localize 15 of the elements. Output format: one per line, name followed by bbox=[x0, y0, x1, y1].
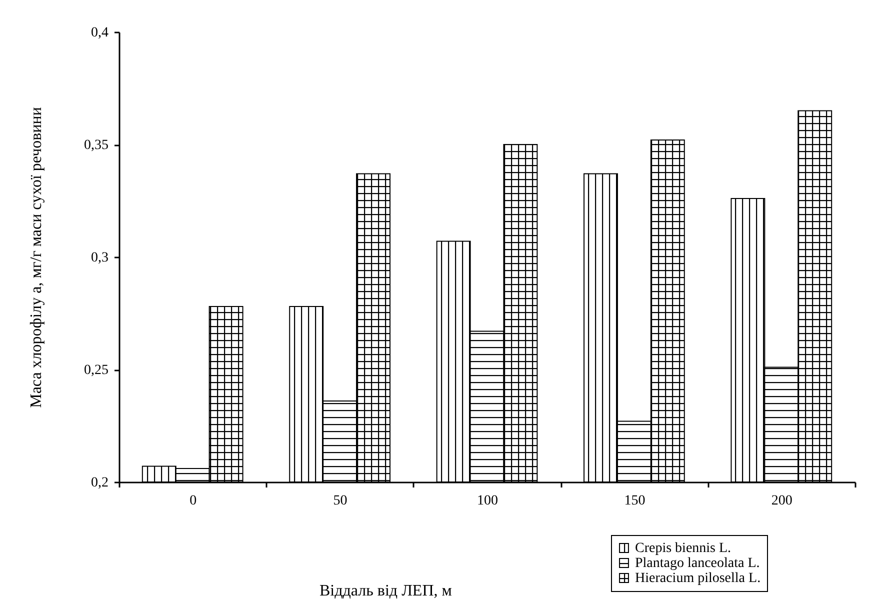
legend-label: Hieracium pilosella L. bbox=[635, 571, 761, 586]
x-tick-label: 100 bbox=[477, 494, 498, 508]
y-tick-label: 0,25 bbox=[84, 363, 108, 378]
y-tick-label: 0,35 bbox=[84, 138, 108, 153]
x-tick-label: 150 bbox=[624, 494, 646, 508]
x-tick-label: 200 bbox=[771, 494, 792, 508]
y-axis-title: Маса хлорофілу a, мг/г маси сухої речовини bbox=[28, 106, 45, 408]
y-tick-label: 0,2 bbox=[91, 476, 108, 490]
legend-label: Plantago lanceolata L. bbox=[635, 556, 760, 571]
legend-label: Crepis biennis L. bbox=[635, 541, 732, 556]
y-tick-label: 0,4 bbox=[91, 26, 108, 40]
x-axis-title: Віддаль від ЛЕП, м bbox=[320, 582, 452, 600]
x-tick-label: 0 bbox=[190, 494, 197, 508]
x-tick-label: 50 bbox=[333, 494, 348, 508]
y-tick-label: 0,3 bbox=[91, 250, 108, 266]
